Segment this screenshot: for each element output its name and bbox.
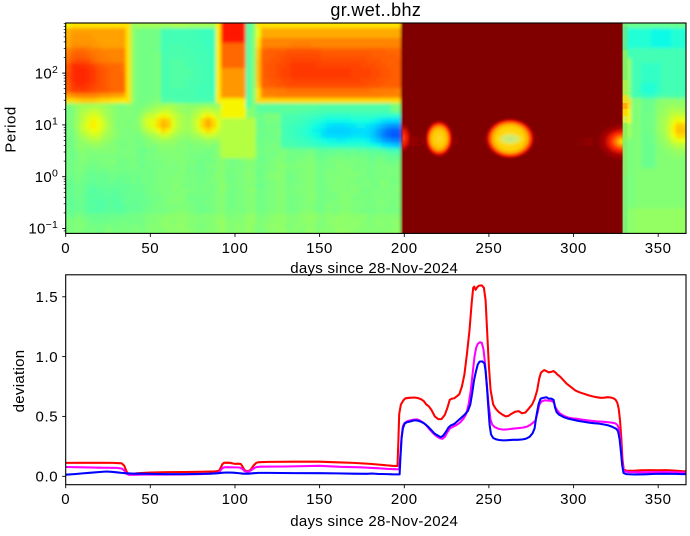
svg-text:1.5: 1.5: [36, 289, 59, 306]
svg-text:Period: Period: [3, 106, 20, 152]
svg-text:150: 150: [306, 240, 333, 257]
svg-text:gr.wet..bhz: gr.wet..bhz: [330, 0, 421, 20]
svg-text:150: 150: [306, 491, 333, 508]
svg-text:200: 200: [391, 240, 418, 257]
svg-text:300: 300: [560, 240, 587, 257]
svg-text:100: 100: [222, 240, 249, 257]
svg-text:350: 350: [645, 240, 672, 257]
svg-text:0.0: 0.0: [36, 469, 59, 486]
svg-text:200: 200: [391, 491, 418, 508]
svg-text:50: 50: [141, 240, 159, 257]
svg-text:days since 28-Nov-2024: days since 28-Nov-2024: [290, 513, 458, 530]
svg-text:250: 250: [475, 240, 502, 257]
svg-text:0: 0: [61, 491, 70, 508]
svg-text:days since 28-Nov-2024: days since 28-Nov-2024: [290, 260, 458, 277]
svg-text:50: 50: [141, 491, 159, 508]
svg-text:deviation: deviation: [11, 350, 28, 413]
svg-text:0.5: 0.5: [36, 409, 59, 426]
svg-text:250: 250: [475, 491, 502, 508]
svg-text:0: 0: [61, 240, 70, 257]
svg-text:1.0: 1.0: [36, 349, 59, 366]
svg-text:300: 300: [560, 491, 587, 508]
svg-text:350: 350: [645, 491, 672, 508]
svg-text:100: 100: [222, 491, 249, 508]
